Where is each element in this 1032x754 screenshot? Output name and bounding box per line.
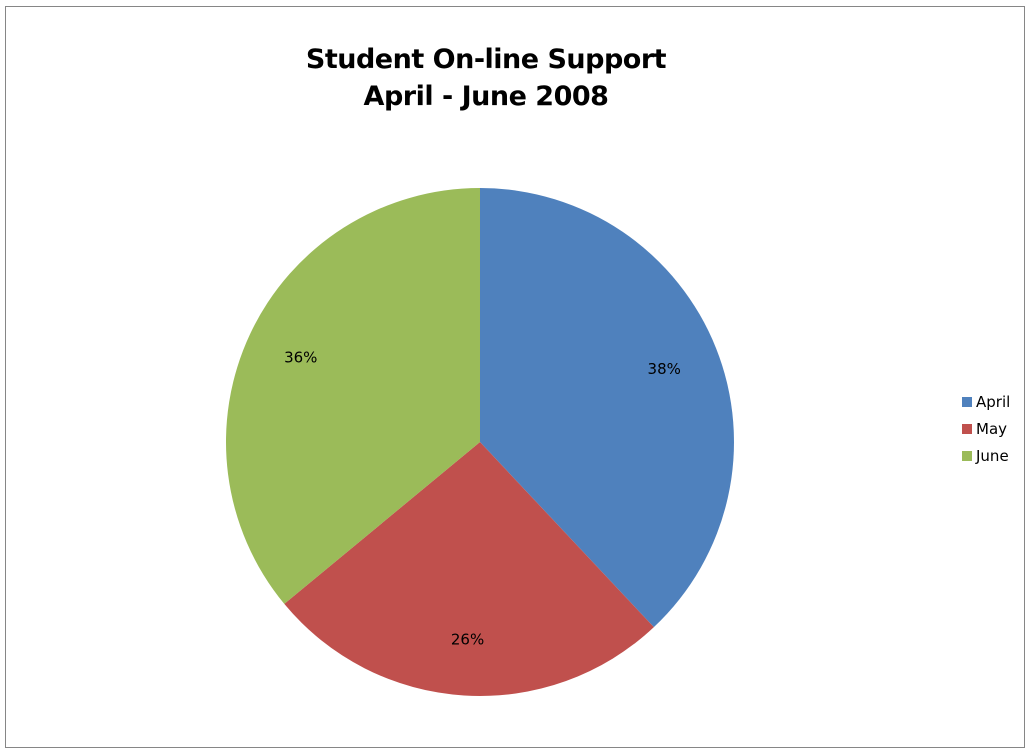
chart-title: Student On-line Support April - June 200…	[6, 41, 966, 115]
pie-slice-may	[284, 442, 654, 697]
legend: April May June	[962, 388, 1010, 469]
legend-item-june: June	[962, 442, 1010, 469]
pie-slice-april	[480, 188, 734, 628]
data-label-june: 36%	[284, 349, 317, 367]
legend-label-june: June	[976, 446, 1009, 465]
chart-title-line-2: April - June 2008	[363, 81, 609, 112]
data-label-may: 26%	[451, 631, 484, 649]
legend-swatch-june	[962, 450, 972, 461]
legend-label-april: April	[976, 392, 1011, 411]
pie-slice-june	[225, 188, 480, 604]
chart-title-line-1: Student On-line Support	[305, 44, 667, 75]
legend-item-april: April	[962, 388, 1010, 415]
legend-item-may: May	[962, 415, 1010, 442]
legend-swatch-may	[962, 423, 972, 434]
data-label-april: 38%	[648, 360, 681, 378]
legend-label-may: May	[976, 419, 1008, 438]
legend-swatch-april	[962, 396, 972, 407]
